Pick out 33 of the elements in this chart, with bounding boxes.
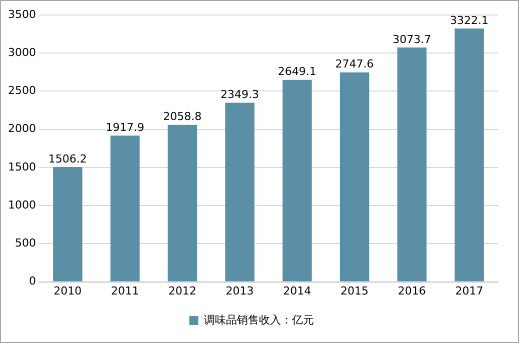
bar <box>168 124 198 282</box>
data-label: 1917.9 <box>106 120 144 134</box>
y-tick-label: 3500 <box>8 8 36 21</box>
y-tick-label: 2500 <box>8 84 36 98</box>
x-tick-label: 2011 <box>111 284 140 298</box>
x-tick-label: 2012 <box>168 284 196 298</box>
x-tick-label: 2015 <box>340 284 369 298</box>
x-tick-label: 2013 <box>226 284 254 298</box>
bar <box>397 47 427 282</box>
data-label: 1506.2 <box>48 152 87 166</box>
x-tick-label: 2017 <box>455 284 484 298</box>
bar <box>340 72 370 282</box>
bar <box>110 136 140 282</box>
y-tick-label: 3000 <box>8 46 36 59</box>
bar <box>53 166 82 282</box>
x-tick-label: 2016 <box>398 284 426 298</box>
legend-label: 调味品销售收入：亿元 <box>204 313 314 326</box>
data-label: 2747.6 <box>335 58 374 71</box>
data-label: 3322.1 <box>450 14 489 27</box>
data-label: 3073.7 <box>392 32 432 46</box>
data-label: 2058.8 <box>163 110 202 124</box>
bar <box>225 102 254 282</box>
bar <box>282 80 312 282</box>
x-tick-label: 2014 <box>283 284 312 298</box>
data-label: 2649.1 <box>278 65 316 78</box>
y-tick-label: 0 <box>28 274 36 288</box>
y-tick-label: 1500 <box>8 160 36 174</box>
y-tick-label: 2000 <box>8 122 36 136</box>
data-label: 2349.3 <box>220 88 260 102</box>
y-tick-label: 500 <box>14 236 36 250</box>
y-tick-label: 1000 <box>8 198 36 212</box>
x-tick-label: 2010 <box>54 284 82 298</box>
bar <box>454 28 484 282</box>
